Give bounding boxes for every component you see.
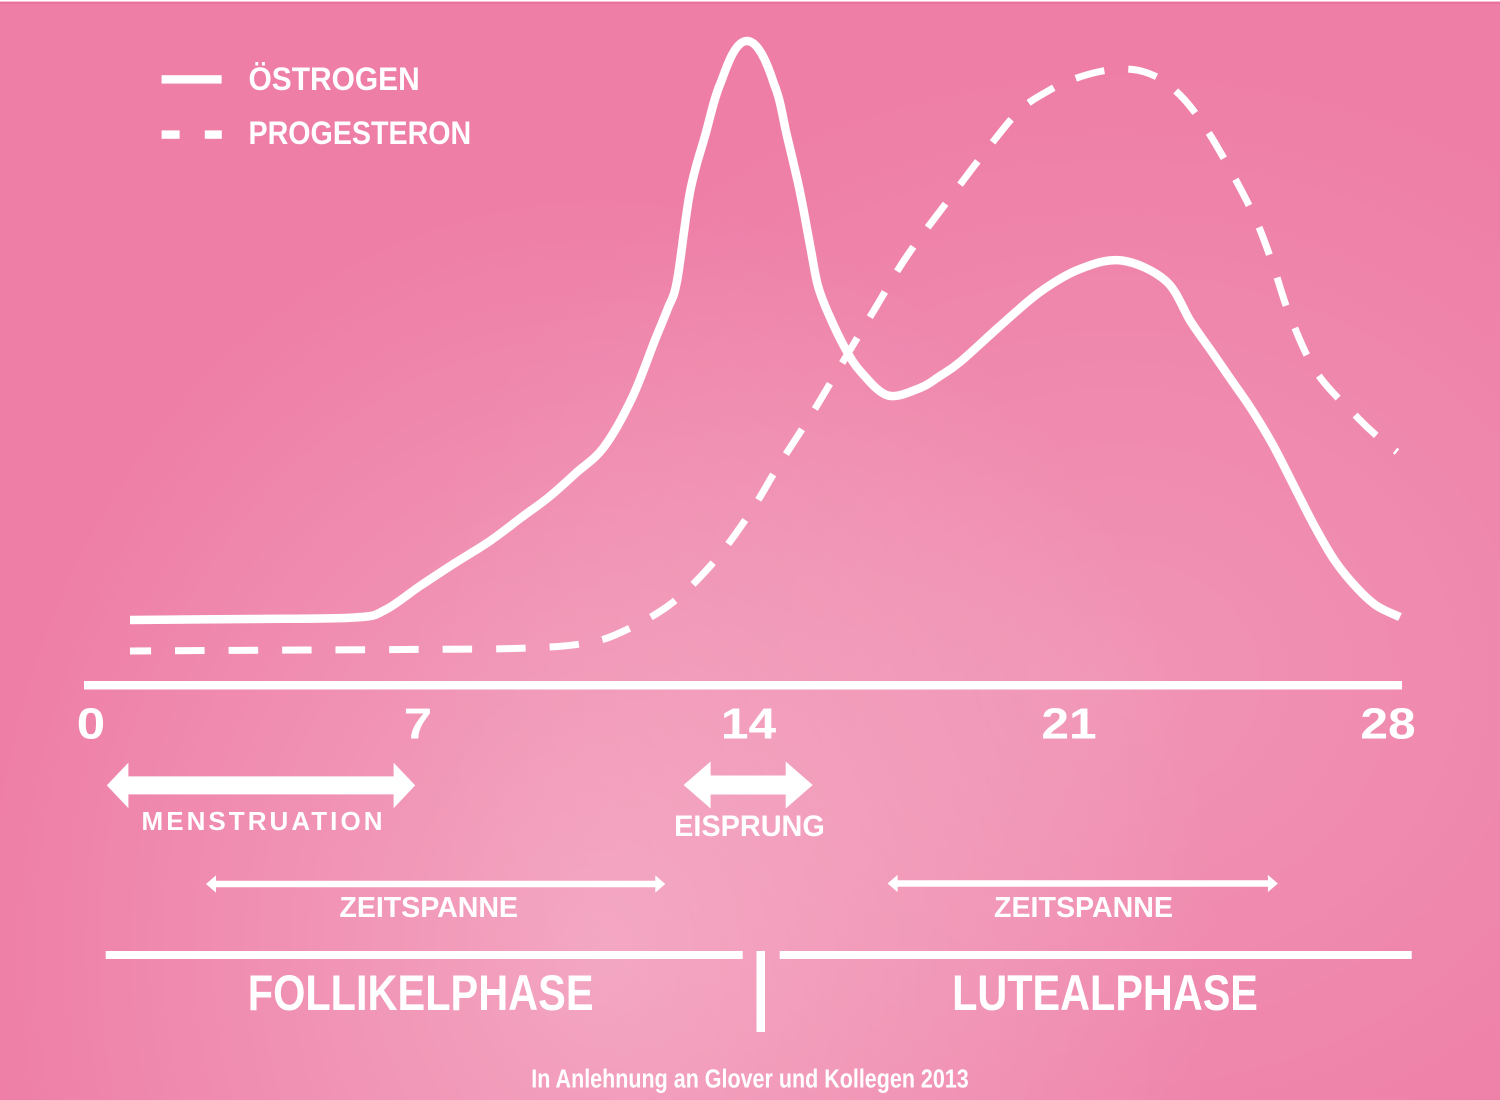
svg-text:0: 0 xyxy=(77,700,105,749)
svg-text:21: 21 xyxy=(1041,699,1096,748)
svg-text:28: 28 xyxy=(1360,699,1415,748)
svg-text:14: 14 xyxy=(721,699,776,748)
svg-text:ZEITSPANNE: ZEITSPANNE xyxy=(339,892,518,924)
svg-text:PROGESTERON: PROGESTERON xyxy=(249,117,472,152)
svg-text:LUTEALPHASE: LUTEALPHASE xyxy=(952,964,1258,1021)
svg-text:ÖSTROGEN: ÖSTROGEN xyxy=(249,61,420,97)
svg-text:7: 7 xyxy=(404,700,432,749)
svg-text:ZEITSPANNE: ZEITSPANNE xyxy=(994,892,1173,924)
svg-text:MENSTRUATION: MENSTRUATION xyxy=(142,806,383,836)
svg-text:In Anlehnung an Glover und Kol: In Anlehnung an Glover und Kollegen 2013 xyxy=(531,1065,968,1093)
svg-text:EISPRUNG: EISPRUNG xyxy=(674,810,825,844)
svg-text:FOLLIKELPHASE: FOLLIKELPHASE xyxy=(248,964,594,1021)
